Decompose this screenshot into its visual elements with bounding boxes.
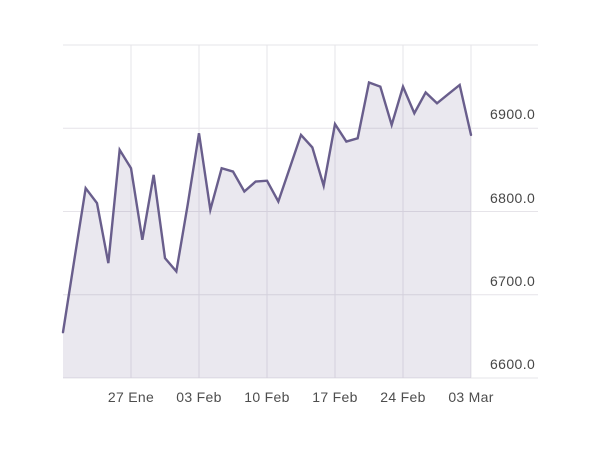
y-axis-tick-label: 6700.0 [490, 272, 536, 289]
x-axis-tick-label: 17 Feb [312, 389, 358, 405]
y-axis-tick-label: 6900.0 [490, 106, 536, 123]
x-axis-tick-label: 10 Feb [244, 389, 290, 405]
x-axis-tick-label: 03 Mar [448, 389, 494, 405]
price-line [61, 80, 473, 334]
y-axis-tick-label: 6800.0 [490, 189, 536, 206]
x-axis-tick-label: 24 Feb [380, 389, 426, 405]
y-axis-tick-label: 6600.0 [490, 356, 536, 372]
x-axis-tick-label: 27 Ene [107, 389, 155, 405]
x-axis-tick-label: 03 Feb [176, 389, 222, 405]
area-fill [63, 82, 471, 379]
